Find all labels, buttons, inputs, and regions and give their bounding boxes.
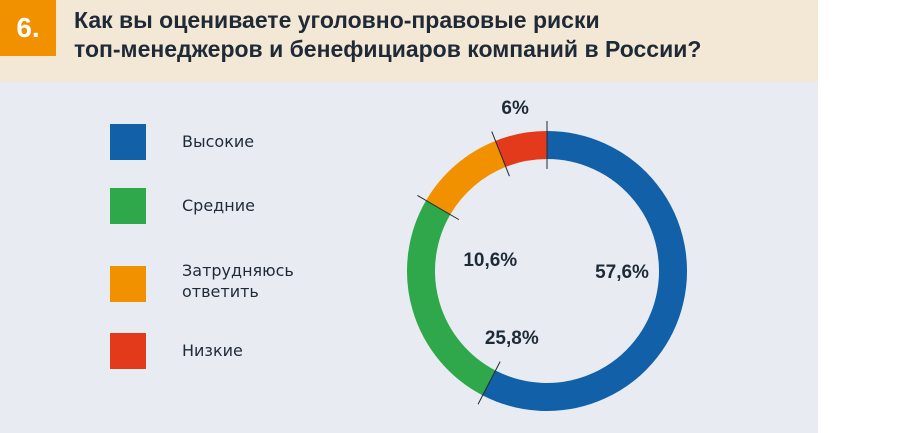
chart-card: 6. Как вы оцениваете уголовно-правовые р…: [0, 0, 818, 433]
slice-labels: 57,6% 25,8% 10,6% 6%: [463, 98, 649, 349]
legend-swatch-unsure: [110, 266, 146, 302]
slice-label-unsure: 10,6%: [463, 250, 517, 271]
question-number: 6.: [0, 0, 56, 56]
chart-title-line-2: топ-менеджеров и бенефициаров компаний в…: [74, 36, 702, 62]
slice-separators: [417, 121, 548, 405]
slice-label-low: 6%: [501, 98, 529, 119]
slice-separator-unsure: [417, 195, 460, 221]
legend-label-unsure: Затрудняюсь ответить: [182, 261, 294, 301]
chart-title-line-1: Как вы оцениваете уголовно-правовые риск…: [74, 7, 600, 33]
slice-separator-low: [491, 131, 510, 177]
legend-swatch-low: [110, 333, 146, 369]
slice-label-medium: 25,8%: [485, 328, 539, 349]
donut-slice-unsure: [426, 140, 507, 215]
donut-slice-low: [495, 131, 548, 168]
slice-separator-medium: [477, 361, 501, 405]
chart-title: Как вы оцениваете уголовно-правовые риск…: [74, 6, 794, 64]
donut-slice-medium: [407, 200, 496, 396]
legend-label-high: Высокие: [182, 132, 255, 151]
header: 6. Как вы оцениваете уголовно-правовые р…: [0, 0, 818, 82]
legend-label-low: Низкие: [182, 341, 243, 360]
legend-swatch-high: [110, 124, 146, 160]
legend-label-medium: Средние: [182, 196, 255, 215]
donut-chart: 57,6% 25,8% 10,6% 6%: [407, 98, 687, 411]
legend-swatch-medium: [110, 188, 146, 224]
donut-slices: [407, 131, 687, 411]
slice-label-high: 57,6%: [595, 262, 649, 283]
donut-slice-high: [482, 131, 687, 411]
